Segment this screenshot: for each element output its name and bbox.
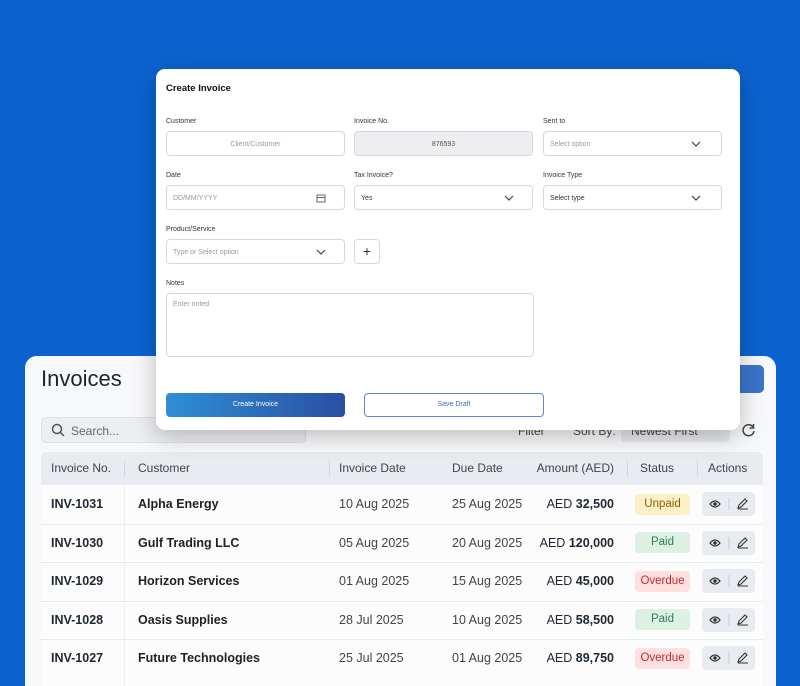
- invoice-date: 05 Aug 2025: [339, 535, 410, 550]
- currency: AED: [546, 612, 573, 627]
- invoice-no: INV-1027: [51, 651, 104, 665]
- chevron-icon: [316, 249, 326, 255]
- due-date: 25 Aug 2025: [452, 497, 523, 511]
- field-label: Invoice Type: [543, 172, 583, 179]
- row-divider: [41, 600, 763, 602]
- field-label: Customer: [166, 118, 197, 125]
- save-draft-button[interactable]: Save Draft: [364, 393, 544, 417]
- field-label: Invoice No.: [354, 118, 390, 125]
- column-header[interactable]: Invoice Date: [339, 461, 406, 475]
- chevron-icon: [504, 195, 514, 201]
- search-icon: [51, 423, 65, 437]
- invoice-no-input: 876593: [354, 131, 533, 156]
- modal-title: Create Invoice: [166, 83, 231, 94]
- column-divider: [329, 461, 330, 476]
- amount-value: 32,500: [575, 497, 614, 511]
- due-date: 01 Aug 2025: [452, 651, 523, 665]
- column-header: Customer: [138, 461, 191, 475]
- amount: AED 120,000: [514, 524, 614, 562]
- invoice-date: 28 Jul 2025: [339, 612, 404, 627]
- date-input[interactable]: DD/MM/YYYY: [166, 185, 345, 210]
- action-icons[interactable]: [702, 608, 755, 632]
- status-badge: Overdue: [635, 570, 690, 592]
- calendar-icon[interactable]: [316, 193, 326, 203]
- type-select[interactable]: Select type: [543, 185, 722, 210]
- amount: AED 45,000: [514, 562, 614, 600]
- action-group: [702, 569, 755, 593]
- action-group: [702, 492, 755, 516]
- invoice-date: 25 Jul 2025: [339, 651, 404, 665]
- amount: AED 89,750: [514, 639, 614, 677]
- column-header[interactable]: Due Date: [452, 461, 503, 475]
- amount-value: 120,000: [568, 535, 614, 550]
- currency: AED: [539, 535, 566, 550]
- column-divider: [124, 461, 125, 476]
- status-badge: Unpaid: [635, 493, 690, 515]
- currency: AED: [546, 651, 573, 665]
- refresh-icon[interactable]: [741, 423, 756, 438]
- invoice-date: 10 Aug 2025: [339, 497, 410, 511]
- column-header: Invoice No.: [51, 461, 112, 475]
- invoice-no: INV-1030: [51, 535, 104, 550]
- action-icons[interactable]: [702, 569, 755, 593]
- invoice-date: 01 Aug 2025: [339, 574, 410, 588]
- customer-input[interactable]: Client/Customer: [166, 131, 345, 156]
- amount-value: 89,750: [575, 651, 614, 665]
- field-label: Date: [166, 172, 181, 179]
- invoice-no: INV-1028: [51, 612, 104, 627]
- column-header: Status: [640, 461, 675, 475]
- customer: Gulf Trading LLC: [138, 535, 240, 550]
- customer: Future Technologies: [138, 651, 260, 665]
- row-divider: [41, 639, 763, 640]
- column-header: Actions: [708, 461, 748, 475]
- column-header: Amount (AED): [536, 461, 614, 475]
- field-label: Product/Service: [166, 226, 216, 233]
- amount-value: 58,500: [575, 612, 614, 627]
- currency: AED: [546, 497, 573, 511]
- column-divider: [627, 461, 628, 476]
- amount: AED 58,500: [514, 601, 614, 639]
- due-date: 15 Aug 2025: [452, 574, 523, 588]
- customer: Oasis Supplies: [138, 612, 228, 627]
- currency: AED: [546, 574, 573, 588]
- tax-select[interactable]: Yes: [354, 185, 533, 210]
- amount: AED 32,500: [514, 485, 614, 523]
- sent-to-select[interactable]: Select option: [543, 131, 722, 156]
- action-icons[interactable]: [702, 531, 755, 555]
- add-product-button[interactable]: +: [354, 239, 380, 264]
- create-invoice-button[interactable]: Create Invoice: [166, 393, 345, 417]
- invoice-no: INV-1029: [51, 574, 104, 588]
- action-icons[interactable]: [702, 646, 755, 670]
- status-badge: Overdue: [635, 647, 690, 669]
- column-divider: [124, 485, 125, 686]
- field-label: Sent to: [543, 118, 566, 125]
- row-divider: [41, 523, 763, 525]
- action-group: [702, 530, 755, 555]
- column-divider: [697, 461, 698, 476]
- panel-title: Invoices: [41, 366, 122, 391]
- amount-value: 45,000: [575, 574, 614, 588]
- chevron-icon: [691, 141, 701, 147]
- table-header: [41, 452, 763, 485]
- action-icons[interactable]: [702, 492, 755, 516]
- customer: Horizon Services: [138, 574, 240, 588]
- field-label: Notes: [166, 280, 185, 287]
- notes-textarea[interactable]: Enter noted: [166, 293, 534, 357]
- invoice-no: INV-1031: [51, 497, 104, 511]
- status-badge: Paid: [635, 532, 690, 553]
- row-divider: [41, 562, 763, 563]
- customer: Alpha Energy: [138, 497, 219, 511]
- status-badge: Paid: [635, 609, 690, 630]
- chevron-icon: [691, 195, 701, 201]
- product-select[interactable]: Type or Select option: [166, 239, 345, 264]
- due-date: 10 Aug 2025: [452, 612, 523, 627]
- due-date: 20 Aug 2025: [452, 535, 523, 550]
- action-group: [702, 607, 755, 632]
- field-label: Tax Invoice?: [354, 172, 393, 179]
- action-group: [702, 646, 755, 670]
- search-placeholder: Search...: [71, 424, 120, 438]
